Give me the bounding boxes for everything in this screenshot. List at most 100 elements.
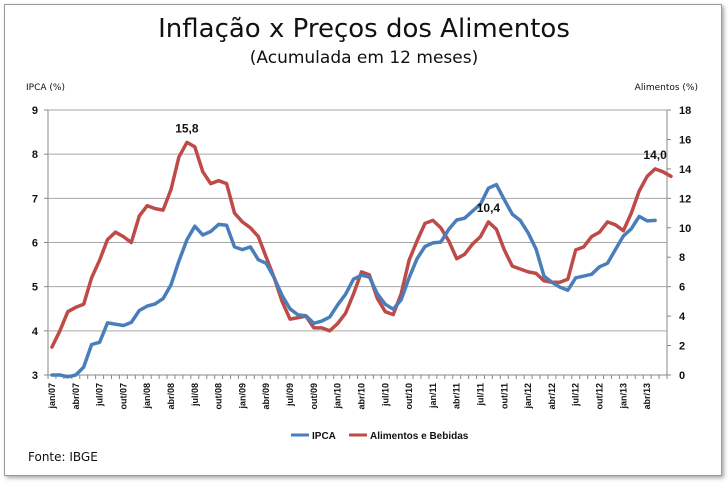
data-point-ipca xyxy=(487,187,490,189)
data-point-ipca xyxy=(344,293,347,295)
data-point-ipca xyxy=(217,223,220,226)
data-point-ipca xyxy=(416,258,418,260)
x-tick-label: out/10 xyxy=(404,383,414,410)
data-point-alimentos xyxy=(598,231,601,233)
y-left-tick-label: 7 xyxy=(32,193,38,205)
data-label: 15,8 xyxy=(175,121,199,135)
data-point-alimentos xyxy=(114,231,117,233)
y-right-tick-label: 4 xyxy=(679,311,686,323)
data-point-ipca xyxy=(265,262,268,265)
data-point-ipca xyxy=(432,242,434,244)
data-point-ipca xyxy=(186,239,188,241)
data-point-alimentos xyxy=(606,221,609,223)
legend-label-ipca: IPCA xyxy=(312,431,336,442)
legend-label-alimentos: Alimentos e Bebidas xyxy=(370,431,469,442)
data-point-ipca xyxy=(471,210,474,212)
data-point-ipca xyxy=(225,224,228,227)
data-point-ipca xyxy=(114,323,117,326)
data-point-ipca xyxy=(313,322,315,325)
data-point-ipca xyxy=(106,322,109,324)
data-point-alimentos xyxy=(59,330,61,332)
data-point-alimentos xyxy=(654,168,656,170)
data-point-ipca xyxy=(352,278,355,280)
x-tick-label: jul/07 xyxy=(95,383,105,407)
data-point-alimentos xyxy=(662,171,664,173)
x-tick-label: jan/07 xyxy=(47,383,57,410)
y-right-axis-title: Alimentos (%) xyxy=(635,83,698,93)
data-point-alimentos xyxy=(503,249,506,251)
data-point-ipca xyxy=(630,228,633,230)
data-point-ipca xyxy=(503,198,506,201)
data-point-ipca xyxy=(368,276,371,278)
chart-title: Inflação x Preços dos Alimentos xyxy=(158,14,570,44)
data-point-ipca xyxy=(567,289,569,292)
x-tick-label: abr/11 xyxy=(452,383,462,409)
data-point-ipca xyxy=(82,366,85,368)
x-tick-label: abr/13 xyxy=(642,383,652,410)
data-point-ipca xyxy=(447,228,450,231)
data-point-ipca xyxy=(376,292,379,295)
data-point-alimentos xyxy=(432,219,434,222)
data-point-alimentos xyxy=(551,281,553,284)
y-left-axis-title: IPCA (%) xyxy=(26,83,65,93)
x-tick-label: jul/09 xyxy=(285,383,295,407)
data-point-ipca xyxy=(400,299,402,301)
data-point-alimentos xyxy=(74,306,77,309)
data-point-ipca xyxy=(527,231,529,234)
x-tick-label: jul/12 xyxy=(571,383,581,407)
data-point-ipca xyxy=(51,374,53,376)
data-point-alimentos xyxy=(98,259,101,261)
data-point-alimentos xyxy=(265,256,268,259)
data-point-alimentos xyxy=(646,175,648,178)
data-point-alimentos xyxy=(368,274,371,276)
data-point-ipca xyxy=(194,225,196,227)
data-point-alimentos xyxy=(106,238,109,241)
data-point-alimentos xyxy=(186,141,188,144)
x-tick-label: jan/10 xyxy=(333,383,343,410)
axis-ticks: 3 4 5 6 7 8 9 0 2 4 6 8 10 12 14 16 18 jan/07 abr/07 jul/07… xyxy=(32,105,692,410)
data-point-alimentos xyxy=(408,259,410,261)
series-line-alimentos xyxy=(50,140,673,349)
data-point-ipca xyxy=(463,217,466,220)
data-point-ipca xyxy=(590,273,593,276)
data-point-ipca xyxy=(543,275,545,277)
data-point-ipca xyxy=(582,275,585,277)
data-point-ipca xyxy=(408,277,410,279)
data-point-ipca xyxy=(574,277,577,279)
data-point-alimentos xyxy=(273,277,275,279)
data-point-ipca xyxy=(201,234,204,236)
data-point-ipca xyxy=(440,241,442,243)
data-point-alimentos xyxy=(138,215,141,217)
data-point-ipca xyxy=(360,274,363,276)
data-label: 10,4 xyxy=(477,201,501,215)
data-point-ipca xyxy=(249,246,252,248)
data-point-alimentos xyxy=(51,346,53,348)
data-point-alimentos xyxy=(130,241,133,244)
data-point-alimentos xyxy=(559,281,561,284)
y-right-tick-label: 12 xyxy=(679,193,691,205)
data-point-alimentos xyxy=(225,182,228,185)
data-point-alimentos xyxy=(400,293,402,295)
series-lines xyxy=(50,140,673,379)
data-point-alimentos xyxy=(170,188,172,191)
data-point-alimentos xyxy=(82,303,85,306)
data-point-ipca xyxy=(241,248,244,251)
data-point-ipca xyxy=(154,303,156,305)
data-point-ipca xyxy=(178,260,180,262)
data-point-ipca xyxy=(654,219,656,222)
data-point-alimentos xyxy=(574,249,577,251)
data-point-ipca xyxy=(122,324,125,327)
data-point-ipca xyxy=(74,374,77,376)
x-tick-label: abr/08 xyxy=(166,383,176,410)
data-point-alimentos xyxy=(90,277,93,279)
data-point-alimentos xyxy=(194,146,196,148)
data-point-alimentos xyxy=(201,171,204,173)
data-point-alimentos xyxy=(146,204,148,207)
data-point-alimentos xyxy=(233,212,236,214)
data-point-alimentos xyxy=(336,322,339,325)
data-point-alimentos xyxy=(209,182,212,185)
data-point-ipca xyxy=(289,307,291,310)
x-tick-label: abr/10 xyxy=(356,383,366,410)
data-point-alimentos xyxy=(622,229,625,232)
